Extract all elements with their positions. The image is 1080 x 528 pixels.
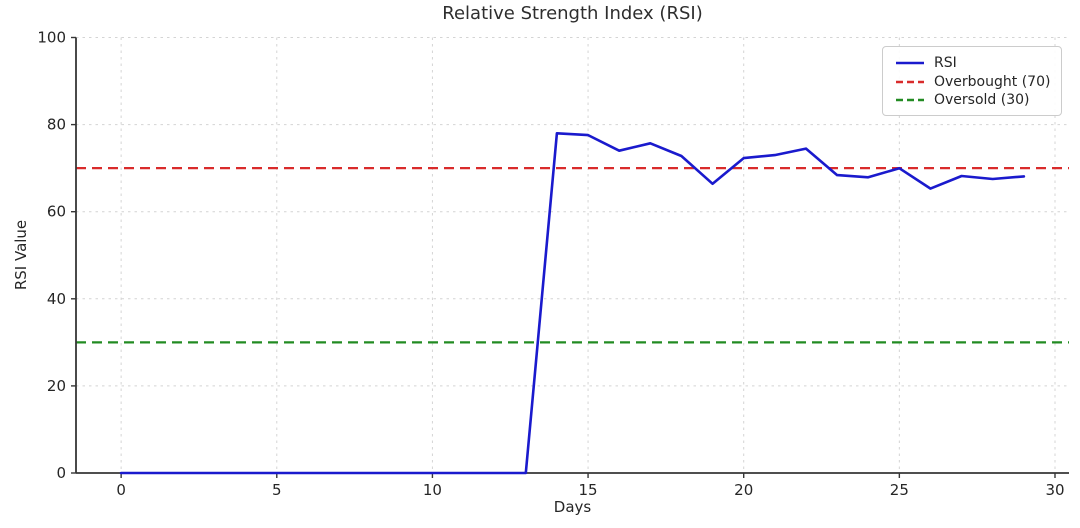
x-axis-label: Days xyxy=(553,498,592,516)
x-tick-label: 15 xyxy=(579,481,598,499)
legend-line-sample xyxy=(896,98,924,102)
legend-label: RSI xyxy=(934,55,957,71)
legend-item: Oversold (30) xyxy=(895,91,1051,109)
legend-line-sample xyxy=(896,80,924,83)
legend-item: RSI xyxy=(895,54,1051,72)
x-tick-label: 20 xyxy=(734,481,753,499)
legend-line-sample xyxy=(896,61,924,65)
x-tick-label: 30 xyxy=(1045,481,1064,499)
y-tick-label: 60 xyxy=(47,203,66,221)
y-axis-label: RSI Value xyxy=(12,219,30,291)
legend-item: Overbought (70) xyxy=(895,73,1051,91)
legend-label: Oversold (30) xyxy=(934,92,1030,108)
rsi-line xyxy=(119,132,1026,475)
legend: RSI Overbought (70) Oversold (30) xyxy=(882,46,1062,116)
x-tick-label: 10 xyxy=(423,481,442,499)
y-tick-label: 80 xyxy=(47,116,66,134)
y-tick-label: 20 xyxy=(47,377,66,395)
x-tick-label: 5 xyxy=(272,481,282,499)
y-tick-label: 40 xyxy=(47,290,66,308)
y-tick-label: 0 xyxy=(56,464,66,482)
y-tick-label: 100 xyxy=(37,29,66,47)
chart-title: Relative Strength Index (RSI) xyxy=(442,3,703,24)
legend-label: Overbought (70) xyxy=(934,73,1051,90)
x-tick-label: 0 xyxy=(116,481,126,499)
x-tick-label: 25 xyxy=(890,481,909,499)
